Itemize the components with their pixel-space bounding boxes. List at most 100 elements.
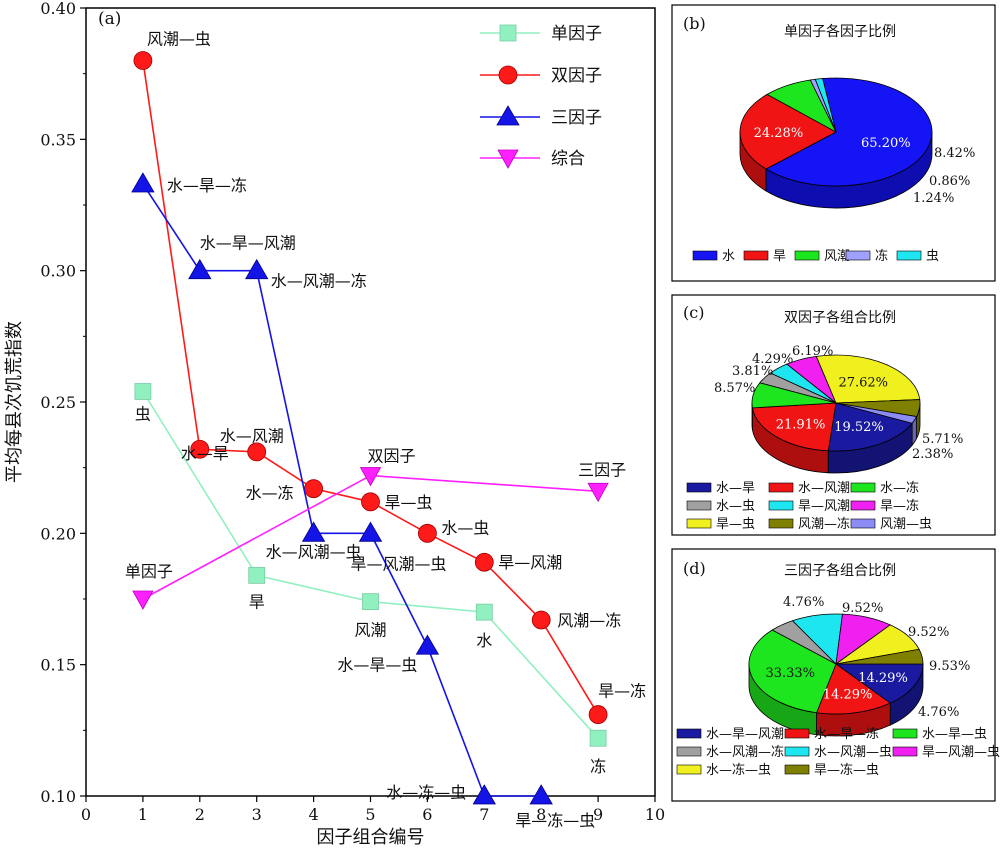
data-point [132,590,154,610]
legend-swatch [676,728,702,739]
pie-slice [834,663,924,704]
slice-value-label: 1.24% [913,191,954,206]
point-label: 双因子 [368,447,416,466]
point-label: 水—旱—风潮 [200,234,296,253]
point-label: 旱—冻 [598,682,646,701]
point-label: 单因子 [125,562,173,581]
data-point [415,634,440,655]
y-axis-title: 平均每县次饥荒指数 [4,321,25,483]
legend-label: 旱—冻—虫 [814,762,879,778]
legend-label: 旱—虫 [716,517,755,532]
data-point [531,610,551,630]
legend-label: 风潮 [824,249,850,264]
pie-title: 单因子各因子比例 [784,24,896,40]
data-point [133,51,153,70]
pie-slice [751,402,837,452]
legend-swatch [686,518,712,529]
pie-slice [835,402,918,424]
legend-swatch [784,764,810,775]
data-point [190,439,210,459]
legend-label: 单因子 [551,24,602,44]
data-point [188,258,212,280]
x-tick-label: 10 [645,805,665,824]
legend-swatch [686,500,712,511]
legend-swatch [686,482,712,493]
data-point [361,492,380,512]
panel-label-c: (c) [683,303,704,322]
legend-label: 旱—风潮 [798,499,850,514]
slice-value-label: 0.86% [929,174,970,189]
pie-slice [835,648,924,665]
point-label: 旱—冻—虫 [515,811,595,830]
point-label: 冻 [590,757,606,776]
pie-slice [814,78,837,133]
data-point [245,258,269,280]
slice-value-label: 21.91% [776,417,826,432]
slice-value-label: 65.20% [861,136,911,151]
legend-label: 虫 [926,249,939,264]
y-tick-label: 0.25 [40,393,76,412]
legend-label: 水—旱 [716,481,755,496]
legend-swatch [768,500,794,511]
slice-value-label: 19.52% [834,420,884,435]
legend-label: 双因子 [551,66,602,86]
legend-label: 旱—风潮—虫 [922,745,1000,760]
legend-marker [496,105,520,126]
point-label: 水—旱—冻 [167,176,247,195]
panel-c-pie-chart: (c) 双因子各组合比例 19.52% 21.91% 8.57% 3.81%4.29%6.… [671,294,996,536]
x-tick-label: 3 [252,805,262,824]
point-label: 旱—风潮 [498,553,562,572]
x-tick-label: 1 [138,805,148,824]
legend-label: 冻 [875,248,888,264]
data-point [588,705,608,724]
slice-value-label: 33.33% [765,666,815,681]
legend-label: 水—风潮—虫 [814,745,892,760]
pie-slice [765,77,933,187]
legend-swatch [845,250,871,261]
slice-value-label: 2.38% [912,447,953,462]
panel-a-line-chart: (a) 0 1 2 3 4 5 6 7 8 9 10 0.10 0.15 0.20 0.25 0.30 0.35 0… [4,0,665,848]
series-line [142,183,542,797]
x-tick-label: 0 [81,805,91,824]
data-point [358,521,383,542]
legend-swatch [892,728,918,739]
legend-swatch [676,764,702,775]
point-label: 风潮—虫 [147,30,211,49]
slice-value-label: 9.52% [908,625,949,640]
data-point [131,172,155,193]
legend-label: 水—旱—风潮 [706,727,784,742]
slice-value-label: 27.62% [838,376,888,391]
legend-label: 风潮—虫 [880,517,932,532]
point-label: 水 [476,631,492,650]
data-point [417,523,437,543]
point-label: 旱—风潮—虫 [351,554,447,573]
data-point [304,479,324,499]
legend-swatch [850,518,876,529]
slice-value-label: 14.29% [823,687,873,702]
legend-marker [497,149,519,169]
point-label: 旱—虫 [385,493,433,512]
data-point [474,552,494,572]
pie-title: 三因子各组合比例 [784,563,896,579]
panel-d-pie-chart: (d) 三因子各组合比例 14.29%14.29% 33.33% 4.76% 9.52% 9… [671,548,1000,802]
slice-value-label: 8.42% [934,146,975,161]
legend-marker [498,65,518,85]
data-point [359,467,382,487]
point-label: 水—虫 [441,518,489,537]
x-tick-label: 9 [593,805,603,824]
data-point [362,593,379,611]
data-point [475,603,493,621]
legend-swatch [692,250,718,261]
data-point [589,729,607,747]
legend-label: 水—虫 [716,499,755,514]
legend-label: 风潮—冻 [798,516,850,532]
legend-label: 综合 [551,149,585,169]
slice-value-label: 9.53% [929,659,970,674]
panel-b-pie-chart: (b) 单因子各因子比例 65.20% 24.28% 8.42% 0.86% 1.24% 水 旱… [671,4,996,282]
data-point [134,383,152,400]
legend-label: 水 [722,249,735,264]
legend-label: 旱 [773,249,786,264]
